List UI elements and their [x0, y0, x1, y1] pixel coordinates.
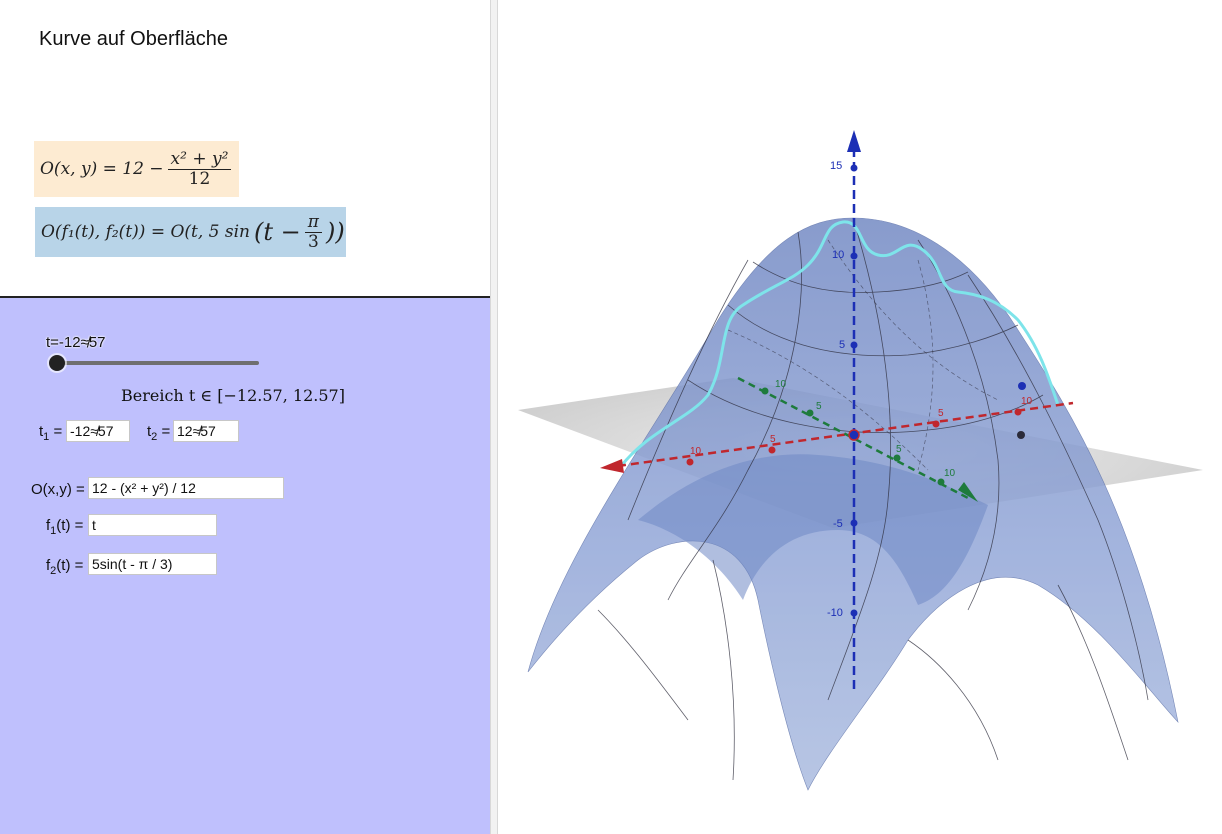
- f2-label-sub: 2: [50, 565, 57, 577]
- z-ticks: 15 10 5 -5 -10: [827, 160, 858, 619]
- y-tick-minus10: 10: [944, 468, 956, 479]
- surface-formula-denominator: 12: [188, 168, 211, 189]
- z-tick-10: 10: [832, 249, 844, 261]
- x-tick-neg-5: 5: [770, 434, 776, 445]
- x-tick-10: 10: [1021, 396, 1033, 407]
- x-ticks: 10 5 5 10: [686, 396, 1033, 466]
- curve-formula-denominator: 3: [307, 231, 319, 252]
- t1-input[interactable]: -12≉57: [66, 420, 130, 442]
- surface-formula-numerator: x² + y²: [167, 150, 232, 170]
- f2-label: f2(t) =: [46, 557, 83, 577]
- t2-label-eq: =: [161, 423, 171, 440]
- f1-label-rest: (t) =: [56, 517, 84, 534]
- surface-formula: O(x, y) = 12 − x² + y² 12: [34, 141, 239, 197]
- O-label: O(x,y) =: [31, 481, 85, 498]
- algebra-view: Kurve auf Oberfläche O(x, y) = 12 − x² +…: [0, 0, 490, 834]
- t2-input[interactable]: 12≉57: [173, 420, 239, 442]
- y-axis: [737, 376, 978, 502]
- y-ticks: 10 5 5 10: [761, 379, 956, 486]
- y-tick-10: 10: [775, 379, 787, 390]
- surface-mesh-dashed: [727, 239, 999, 471]
- y-tick-5: 5: [816, 401, 822, 412]
- x-axis: [600, 401, 1074, 473]
- control-panel: [0, 296, 490, 834]
- x-tick-5: 5: [938, 408, 944, 419]
- surface-point-1: [1018, 382, 1026, 390]
- page-title: Kurve auf Oberfläche: [39, 28, 228, 50]
- t1-label-sub: 1: [43, 431, 50, 443]
- slider-label: t=-12≉57: [46, 334, 106, 351]
- curve-formula-lhs: O(f₁(t), f₂(t)) = O(t, 5 sin: [41, 222, 251, 242]
- graphics-3d-view[interactable]: 15 10 5 -5 -10 10 5 5 10 10 5: [498, 0, 1222, 834]
- z-tick-15: 15: [830, 160, 842, 172]
- y-tick-minus5: 5: [896, 444, 902, 455]
- t2-label-sub: 2: [151, 431, 158, 443]
- slider-knob-icon[interactable]: [49, 355, 65, 371]
- f1-label: f1(t) =: [46, 517, 83, 537]
- surface-formula-fraction: x² + y² 12: [167, 150, 232, 189]
- range-text: Bereich t ∈ [−12.57, 12.57]: [121, 386, 345, 405]
- curve-formula-open: (t −: [254, 218, 301, 246]
- plot-canvas[interactable]: 15 10 5 -5 -10 10 5 5 10 10 5: [498, 0, 1222, 834]
- f1-input[interactable]: t: [88, 514, 217, 536]
- origin-point: [848, 429, 860, 441]
- f1-label-letter: f: [46, 517, 51, 534]
- surface-formula-lhs: O(x, y) = 12 −: [40, 159, 164, 179]
- curve-formula: O(f₁(t), f₂(t)) = O(t, 5 sin (t − π 3 )): [35, 207, 346, 257]
- x-tick-neg-10: 10: [690, 446, 702, 457]
- f1-label-sub: 1: [50, 525, 57, 537]
- t2-label-letter: t: [147, 423, 152, 440]
- z-tick-minus5: -5: [833, 518, 843, 530]
- t2-label: t2 =: [147, 423, 170, 443]
- t1-label: t1 =: [39, 423, 62, 443]
- f2-label-rest: (t) =: [56, 557, 84, 574]
- z-axis: [847, 130, 861, 690]
- z-tick-5: 5: [839, 339, 845, 351]
- z-tick-minus10: -10: [827, 607, 843, 619]
- surface-point-2: [1017, 431, 1025, 439]
- t1-label-letter: t: [39, 423, 44, 440]
- t1-label-eq: =: [53, 423, 63, 440]
- surface-shade: [638, 454, 988, 605]
- curve-formula-numerator: π: [304, 213, 322, 233]
- curve-formula-close: )): [325, 218, 345, 246]
- f2-label-letter: f: [46, 557, 51, 574]
- O-input[interactable]: 12 - (x² + y²) / 12: [88, 477, 284, 499]
- t-slider-track[interactable]: [57, 361, 259, 365]
- f2-input[interactable]: 5sin(t - π / 3): [88, 553, 217, 575]
- view-divider[interactable]: [490, 0, 498, 834]
- curve-formula-fraction: π 3: [304, 213, 322, 252]
